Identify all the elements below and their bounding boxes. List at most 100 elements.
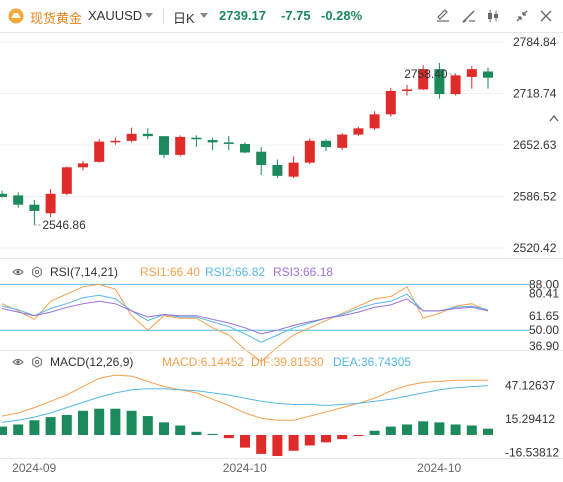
- macd-legend-value: MACD:6.14452: [162, 355, 245, 369]
- macd-histogram-bar: [175, 425, 186, 435]
- wavy-pen-icon[interactable]: [434, 7, 452, 25]
- xaxis-divider: [0, 458, 563, 459]
- macd-settings-icon[interactable]: [31, 355, 43, 373]
- macd-histogram-bar: [0, 426, 7, 435]
- macd-histogram-bar: [223, 434, 234, 439]
- candle-settings-icon[interactable]: [484, 7, 502, 25]
- close-icon[interactable]: [537, 7, 555, 25]
- candle-body: [353, 128, 364, 135]
- candle-body: [337, 134, 348, 148]
- dea-legend: DEA:36.74305: [333, 355, 412, 369]
- dif-legend: DIF:39.81530: [251, 355, 324, 369]
- price-axis-label: 2784.84: [513, 35, 557, 49]
- rsi-settings-icon[interactable]: [31, 265, 43, 283]
- macd-histogram-bar: [402, 424, 412, 435]
- candle-body: [110, 140, 121, 143]
- macd-histogram-bar: [78, 410, 88, 435]
- candle-body: [402, 89, 412, 91]
- candle-body: [126, 133, 137, 141]
- macd-histogram-bar: [207, 433, 218, 435]
- header-divider: [163, 8, 164, 24]
- chart-header: 现货黄金 XAUUSD 日K 2739.17 -7.75 -0.28%: [0, 0, 563, 33]
- rsi-axis-label: 80.41: [529, 287, 559, 301]
- macd-histogram-bar: [369, 430, 380, 435]
- rsi-legend: RSI(7,14,21) RSI1:66.40 RSI2:66.82 RSI3:…: [0, 262, 510, 282]
- candle-body: [142, 133, 153, 137]
- macd-histogram-bar: [466, 425, 477, 435]
- rsi-axis-label: 50.00: [529, 323, 559, 337]
- scroll-up-icon[interactable]: [548, 112, 560, 124]
- collapse-icon[interactable]: [513, 7, 531, 25]
- candle-body: [385, 90, 396, 115]
- macd-histogram-bar: [126, 410, 137, 435]
- rsi3-legend: RSI3:66.18: [273, 265, 334, 279]
- symbol-dropdown-icon[interactable]: [145, 13, 153, 18]
- macd-histogram-bar: [45, 417, 56, 435]
- candle-body: [240, 143, 250, 153]
- rsi-line-2: [1, 293, 489, 343]
- price-axis-label: 2652.63: [513, 138, 557, 152]
- candle-body: [29, 204, 40, 211]
- gold-logo-icon: [8, 8, 24, 24]
- rsi-axis-label: 88.00: [529, 277, 559, 291]
- candle-body: [207, 140, 218, 143]
- macd-histogram-bar: [353, 434, 364, 437]
- macd-title: MACD(12,26,9): [50, 355, 134, 369]
- candle-body: [78, 163, 88, 168]
- macd-histogram-bar: [304, 434, 315, 446]
- symbol-code[interactable]: XAUUSD: [88, 8, 143, 23]
- candle-body: [272, 164, 283, 176]
- candle-body: [450, 75, 461, 95]
- period-dropdown-icon[interactable]: [200, 13, 208, 18]
- price-change-percent: -0.28%: [321, 8, 363, 23]
- last-price: 2739.17: [219, 8, 266, 23]
- rsi-title: RSI(7,14,21): [50, 265, 119, 279]
- macd-histogram-bar: [272, 434, 283, 456]
- rsi-axis-label: 61.65: [529, 309, 559, 323]
- candle-body: [0, 193, 7, 197]
- symbol-name[interactable]: 现货黄金: [30, 11, 83, 26]
- high-price-label: 2758.40: [404, 67, 448, 81]
- candle-body: [256, 151, 267, 165]
- price-axis-label: 2586.52: [513, 190, 557, 204]
- price-axis-label: 2520.42: [513, 241, 557, 255]
- macd-axis-label: 15.29412: [505, 412, 555, 426]
- macd-histogram-bar: [418, 421, 429, 435]
- candle-body: [223, 142, 234, 144]
- macd-histogram-bar: [385, 426, 396, 435]
- macd-histogram-bar: [159, 422, 169, 435]
- x-axis-date-label: 2024-10: [417, 461, 461, 475]
- rsi-divider: [0, 258, 563, 259]
- candle-body: [45, 193, 56, 214]
- brush-icon[interactable]: [460, 7, 478, 25]
- x-axis-date-label: 2024-10: [223, 461, 267, 475]
- macd-eye-icon[interactable]: [12, 355, 24, 373]
- candle-body: [13, 195, 24, 205]
- macd-axis-label: 47.12637: [505, 378, 555, 392]
- candle-body: [434, 69, 445, 95]
- candle-body: [466, 69, 477, 77]
- macd-histogram-bar: [29, 420, 40, 435]
- low-price-label: 2546.86: [42, 218, 86, 232]
- rsi-line-3: [1, 298, 489, 335]
- macd-histogram-bar: [483, 428, 493, 435]
- candle-body: [175, 136, 186, 155]
- macd-histogram-bar: [256, 434, 267, 454]
- macd-histogram-bar: [288, 434, 299, 451]
- candle-body: [191, 137, 202, 140]
- macd-histogram-bar: [240, 434, 250, 448]
- macd-histogram-bar: [321, 434, 331, 443]
- candle-body: [304, 140, 315, 163]
- rsi1-legend: RSI1:66.40: [140, 265, 201, 279]
- macd-histogram-bar: [142, 416, 153, 435]
- rsi-eye-icon[interactable]: [12, 265, 24, 283]
- price-axis-label: 2718.74: [513, 86, 557, 100]
- rsi-axis-label: 36.90: [529, 339, 559, 353]
- x-axis-date-label: 2024-09: [12, 461, 56, 475]
- macd-histogram-bar: [450, 424, 461, 435]
- candle-body: [159, 136, 169, 155]
- candle-body: [321, 140, 331, 148]
- period-selector[interactable]: 日K: [173, 11, 195, 26]
